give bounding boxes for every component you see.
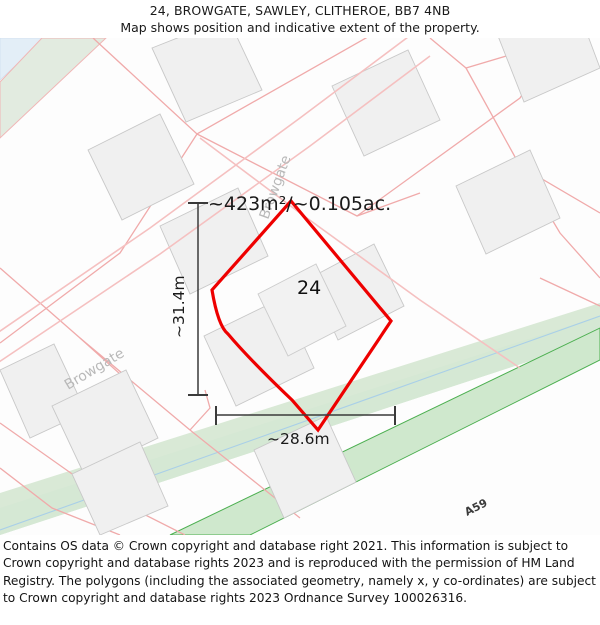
building: [159, 187, 269, 295]
building: [498, 38, 600, 103]
map-footer: Contains OS data © Crown copyright and d…: [0, 535, 600, 625]
copyright-notice: Contains OS data © Crown copyright and d…: [3, 539, 596, 606]
vertical-dimension-label: ~31.4m: [170, 275, 188, 338]
map-header: 24, BROWGATE, SAWLEY, CLITHEROE, BB7 4NB…: [0, 0, 600, 38]
page-subtitle: Map shows position and indicative extent…: [120, 20, 480, 35]
building: [331, 49, 441, 157]
building-plot-24-annex: [257, 263, 347, 357]
horizontal-dimension-label: ~28.6m: [267, 430, 330, 448]
property-boundary-outline[interactable]: [210, 198, 393, 433]
building: [253, 415, 357, 519]
building: [455, 149, 561, 255]
area-label: ~423m²/~0.105ac.: [208, 193, 391, 215]
map-svg[interactable]: Browgate Browgate A59 ~423m²/~0.105ac. 2…: [0, 38, 600, 535]
vertical-dimension: ~31.4m: [170, 202, 208, 396]
building: [87, 113, 195, 221]
green-field-northwest: [0, 38, 107, 139]
buildings: [0, 38, 600, 535]
building: [151, 38, 263, 123]
page-title: 24, BROWGATE, SAWLEY, CLITHEROE, BB7 4NB: [149, 3, 451, 18]
road-edges: [0, 38, 521, 369]
plot-number-label: 24: [297, 277, 321, 299]
building: [71, 441, 169, 535]
map-canvas[interactable]: Browgate Browgate A59 ~423m²/~0.105ac. 2…: [0, 38, 600, 535]
horizontal-dimension: ~28.6m: [215, 406, 396, 448]
